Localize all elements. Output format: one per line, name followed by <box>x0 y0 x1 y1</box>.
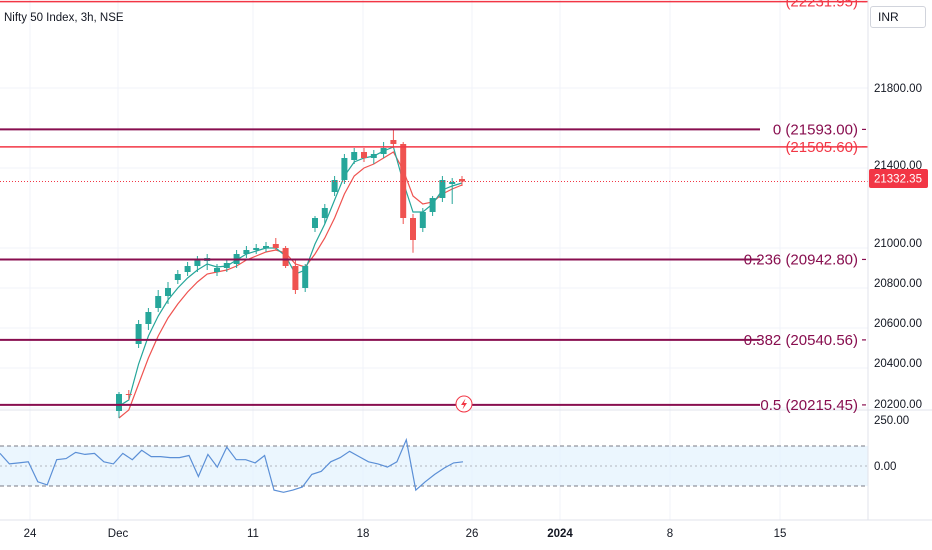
time-tick-label: 18 <box>357 528 370 540</box>
candle-body <box>263 246 269 248</box>
candlestick-series <box>116 129 465 418</box>
time-tick-label: 15 <box>774 528 787 540</box>
ema-slow-line <box>118 151 463 419</box>
fib-level-label: 0 (21593.00) <box>773 121 858 138</box>
candle-body <box>194 260 201 266</box>
candle-body <box>419 212 426 228</box>
candle-body <box>214 268 220 272</box>
candle-body <box>292 266 299 290</box>
fib-level-label: (22231.95) <box>785 0 858 11</box>
price-tick-label: 20800.00 <box>874 278 922 290</box>
symbol-title[interactable]: Nifty 50 Index, 3h, NSE <box>4 12 124 24</box>
horizontal-gridlines <box>0 87 868 409</box>
candle-body <box>253 248 260 250</box>
fibonacci-levels[interactable]: (22231.95) 0 (21593.00)(21505.60) 0.236 (2… <box>0 0 868 414</box>
candle-body <box>390 140 397 144</box>
current-price-label: 21332.35 <box>874 174 922 186</box>
price-tick-label: 21800.00 <box>874 83 922 95</box>
candle-body <box>125 394 132 395</box>
candle-body <box>312 218 318 228</box>
oscillator-pane <box>0 437 868 493</box>
current-price-tag <box>869 169 928 188</box>
candle-body <box>459 179 465 182</box>
oscillator-tick-label: 250.00 <box>874 415 909 427</box>
fib-level-label: 0.5 (20215.45) <box>760 397 858 414</box>
candle-body <box>145 312 152 324</box>
time-tick-label: 24 <box>24 528 37 540</box>
candle-body <box>370 154 377 158</box>
candle-body <box>429 198 436 212</box>
candle-body <box>321 208 328 218</box>
price-tick-label: 21000.00 <box>874 238 922 250</box>
oscillator-line <box>0 437 464 493</box>
ema-fast-line <box>118 146 463 407</box>
candle-body <box>410 218 416 240</box>
candle-body <box>135 324 142 344</box>
candle-body <box>380 148 387 154</box>
currency-label: INR <box>878 10 899 24</box>
price-tick-label: 20400.00 <box>874 358 922 370</box>
candle-body <box>439 180 446 198</box>
candle-body <box>351 152 358 160</box>
candle-body <box>341 158 348 180</box>
lightning-icon[interactable] <box>455 395 473 413</box>
candle-body <box>243 250 250 254</box>
fib-level-label: (21505.60) <box>785 139 858 156</box>
candle-body <box>331 180 338 192</box>
candle-body <box>174 274 181 280</box>
time-tick-label: 26 <box>466 528 479 540</box>
candle-body <box>449 182 456 184</box>
candle-body <box>223 263 230 268</box>
candle-body <box>282 248 289 266</box>
fib-level-label: 0.236 (20942.80) <box>744 251 858 268</box>
candle-body <box>302 266 309 288</box>
time-tick-label: 11 <box>247 528 259 540</box>
candle-body <box>165 288 171 296</box>
price-tick-label: 20200.00 <box>874 399 922 411</box>
time-axis[interactable]: 24 Dec 11 18 26 2024 8 15 <box>0 519 932 540</box>
candle-body <box>155 296 162 308</box>
price-axis[interactable]: 21800.00 21400.00 21000.00 20800.00 2060… <box>867 0 928 520</box>
currency-button[interactable]: INR <box>870 6 926 28</box>
candle-body <box>184 266 191 272</box>
candle-body <box>400 144 407 218</box>
oscillator-tick-label: 0.00 <box>874 461 896 473</box>
time-tick-label: 2024 <box>547 528 573 540</box>
fib-level-label: 0.382 (20540.56) <box>744 332 858 349</box>
price-tick-label: 20600.00 <box>874 318 922 330</box>
time-tick-label: 8 <box>667 528 673 540</box>
time-tick-label: Dec <box>108 528 129 540</box>
candle-body <box>272 244 279 248</box>
candle-body <box>116 394 122 411</box>
candle-body <box>361 152 367 158</box>
